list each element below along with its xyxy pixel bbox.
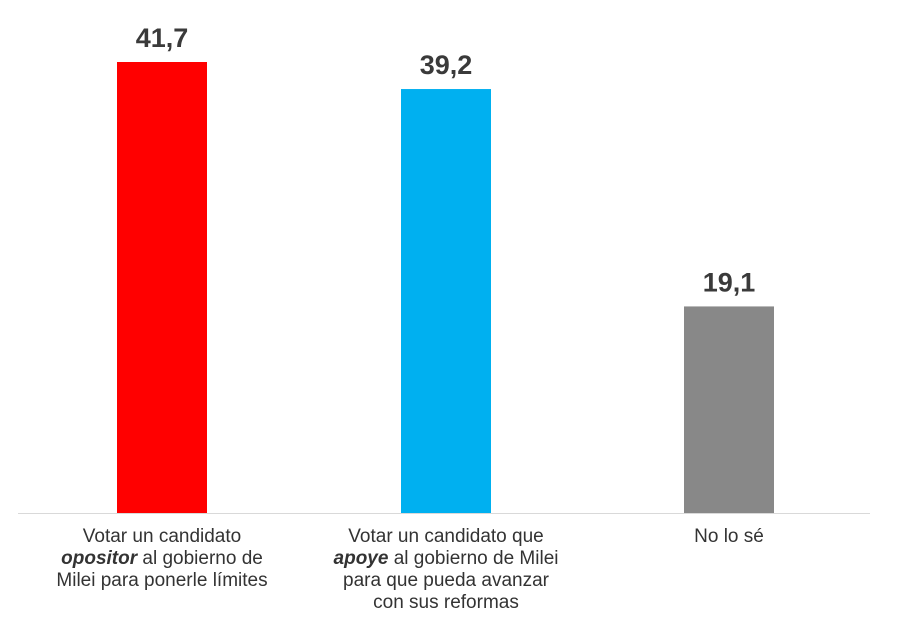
label-text: Votar un candidato [83, 526, 241, 547]
label-text: No lo sé [694, 526, 764, 547]
label-text: con sus reformas [373, 592, 519, 613]
x-tick-label: Votar un candidato [83, 526, 241, 547]
value-label: 19,1 [703, 268, 756, 298]
x-tick-label: apoye al gobierno de Milei [334, 548, 559, 569]
x-tick-label: opositor al gobierno de [61, 548, 263, 569]
label-text: al gobierno de [137, 548, 263, 569]
bar [117, 62, 207, 513]
label-text: Votar un candidato que [348, 526, 543, 547]
label-text: al gobierno de Milei [388, 548, 558, 569]
label-text: Milei para ponerle límites [56, 570, 267, 591]
label-emphasis: apoye [334, 548, 389, 569]
x-tick-label: Milei para ponerle límites [56, 570, 267, 591]
label-emphasis: opositor [61, 548, 139, 569]
x-tick-label: Votar un candidato que [348, 526, 543, 547]
x-tick-label: para que pueda avanzar [343, 570, 550, 591]
value-label: 39,2 [420, 50, 473, 80]
value-label: 41,7 [136, 23, 189, 53]
bar [684, 306, 774, 513]
x-tick-label: No lo sé [694, 526, 764, 547]
x-tick-label: con sus reformas [373, 592, 519, 613]
bar [401, 89, 491, 514]
label-text: para que pueda avanzar [343, 570, 550, 591]
